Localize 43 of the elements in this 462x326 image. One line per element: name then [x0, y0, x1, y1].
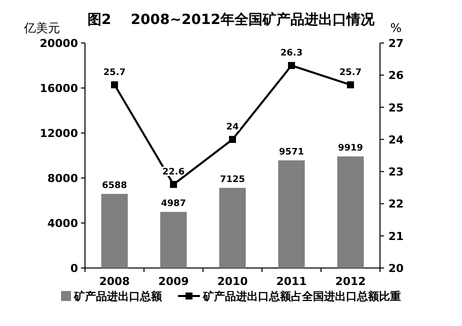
- point: [288, 62, 295, 69]
- y2-tick-label: 23: [388, 166, 404, 179]
- data-label: 6588: [102, 180, 128, 191]
- y2-tick-label: 26: [388, 69, 404, 82]
- y2-tick-label: 24: [388, 133, 404, 146]
- bar: [219, 188, 246, 268]
- bar: [337, 156, 364, 268]
- point: [111, 81, 118, 88]
- bar: [278, 160, 305, 268]
- y2-axis-title: %: [390, 21, 402, 35]
- data-label: 25.7: [339, 68, 362, 78]
- data-label: 25.7: [103, 68, 126, 78]
- y-tick-label: 12000: [40, 127, 78, 140]
- y2-tick-label: 27: [388, 37, 404, 50]
- data-label: 9919: [338, 143, 364, 154]
- y2-tick-label: 21: [388, 230, 404, 243]
- x-tick-label: 2012: [335, 275, 366, 288]
- y-tick-label: 16000: [40, 82, 78, 95]
- data-label: 26.3: [280, 48, 303, 58]
- x-tick-label: 2011: [276, 275, 307, 288]
- legend-label: 矿产品进出口总额: [73, 290, 163, 303]
- bar: [101, 194, 128, 268]
- legend-label: 矿产品进出口总额占全国进出口总额比重: [202, 290, 401, 303]
- y2-tick-label: 25: [388, 101, 404, 114]
- chart-title: 图2 2008~2012年全国矿产品进出口情况: [88, 11, 376, 28]
- y-tick-label: 20000: [40, 37, 78, 50]
- y-tick-label: 4000: [47, 217, 78, 230]
- x-tick-label: 2008: [99, 275, 130, 288]
- data-label: 4987: [160, 198, 186, 209]
- y2-tick-label: 22: [388, 198, 404, 211]
- point: [347, 81, 354, 88]
- y-tick-label: 8000: [47, 172, 78, 185]
- data-label: 9571: [278, 147, 304, 158]
- x-tick-label: 2010: [217, 275, 248, 288]
- y-axis-title: 亿美元: [23, 21, 60, 35]
- point: [170, 180, 177, 188]
- bar: [160, 212, 187, 268]
- y-tick-label: 0: [70, 262, 78, 275]
- data-label: 7125: [220, 174, 246, 185]
- point: [229, 136, 236, 143]
- y2-tick-label: 20: [388, 262, 404, 275]
- data-label: 24: [226, 122, 239, 132]
- x-tick-label: 2009: [158, 275, 189, 288]
